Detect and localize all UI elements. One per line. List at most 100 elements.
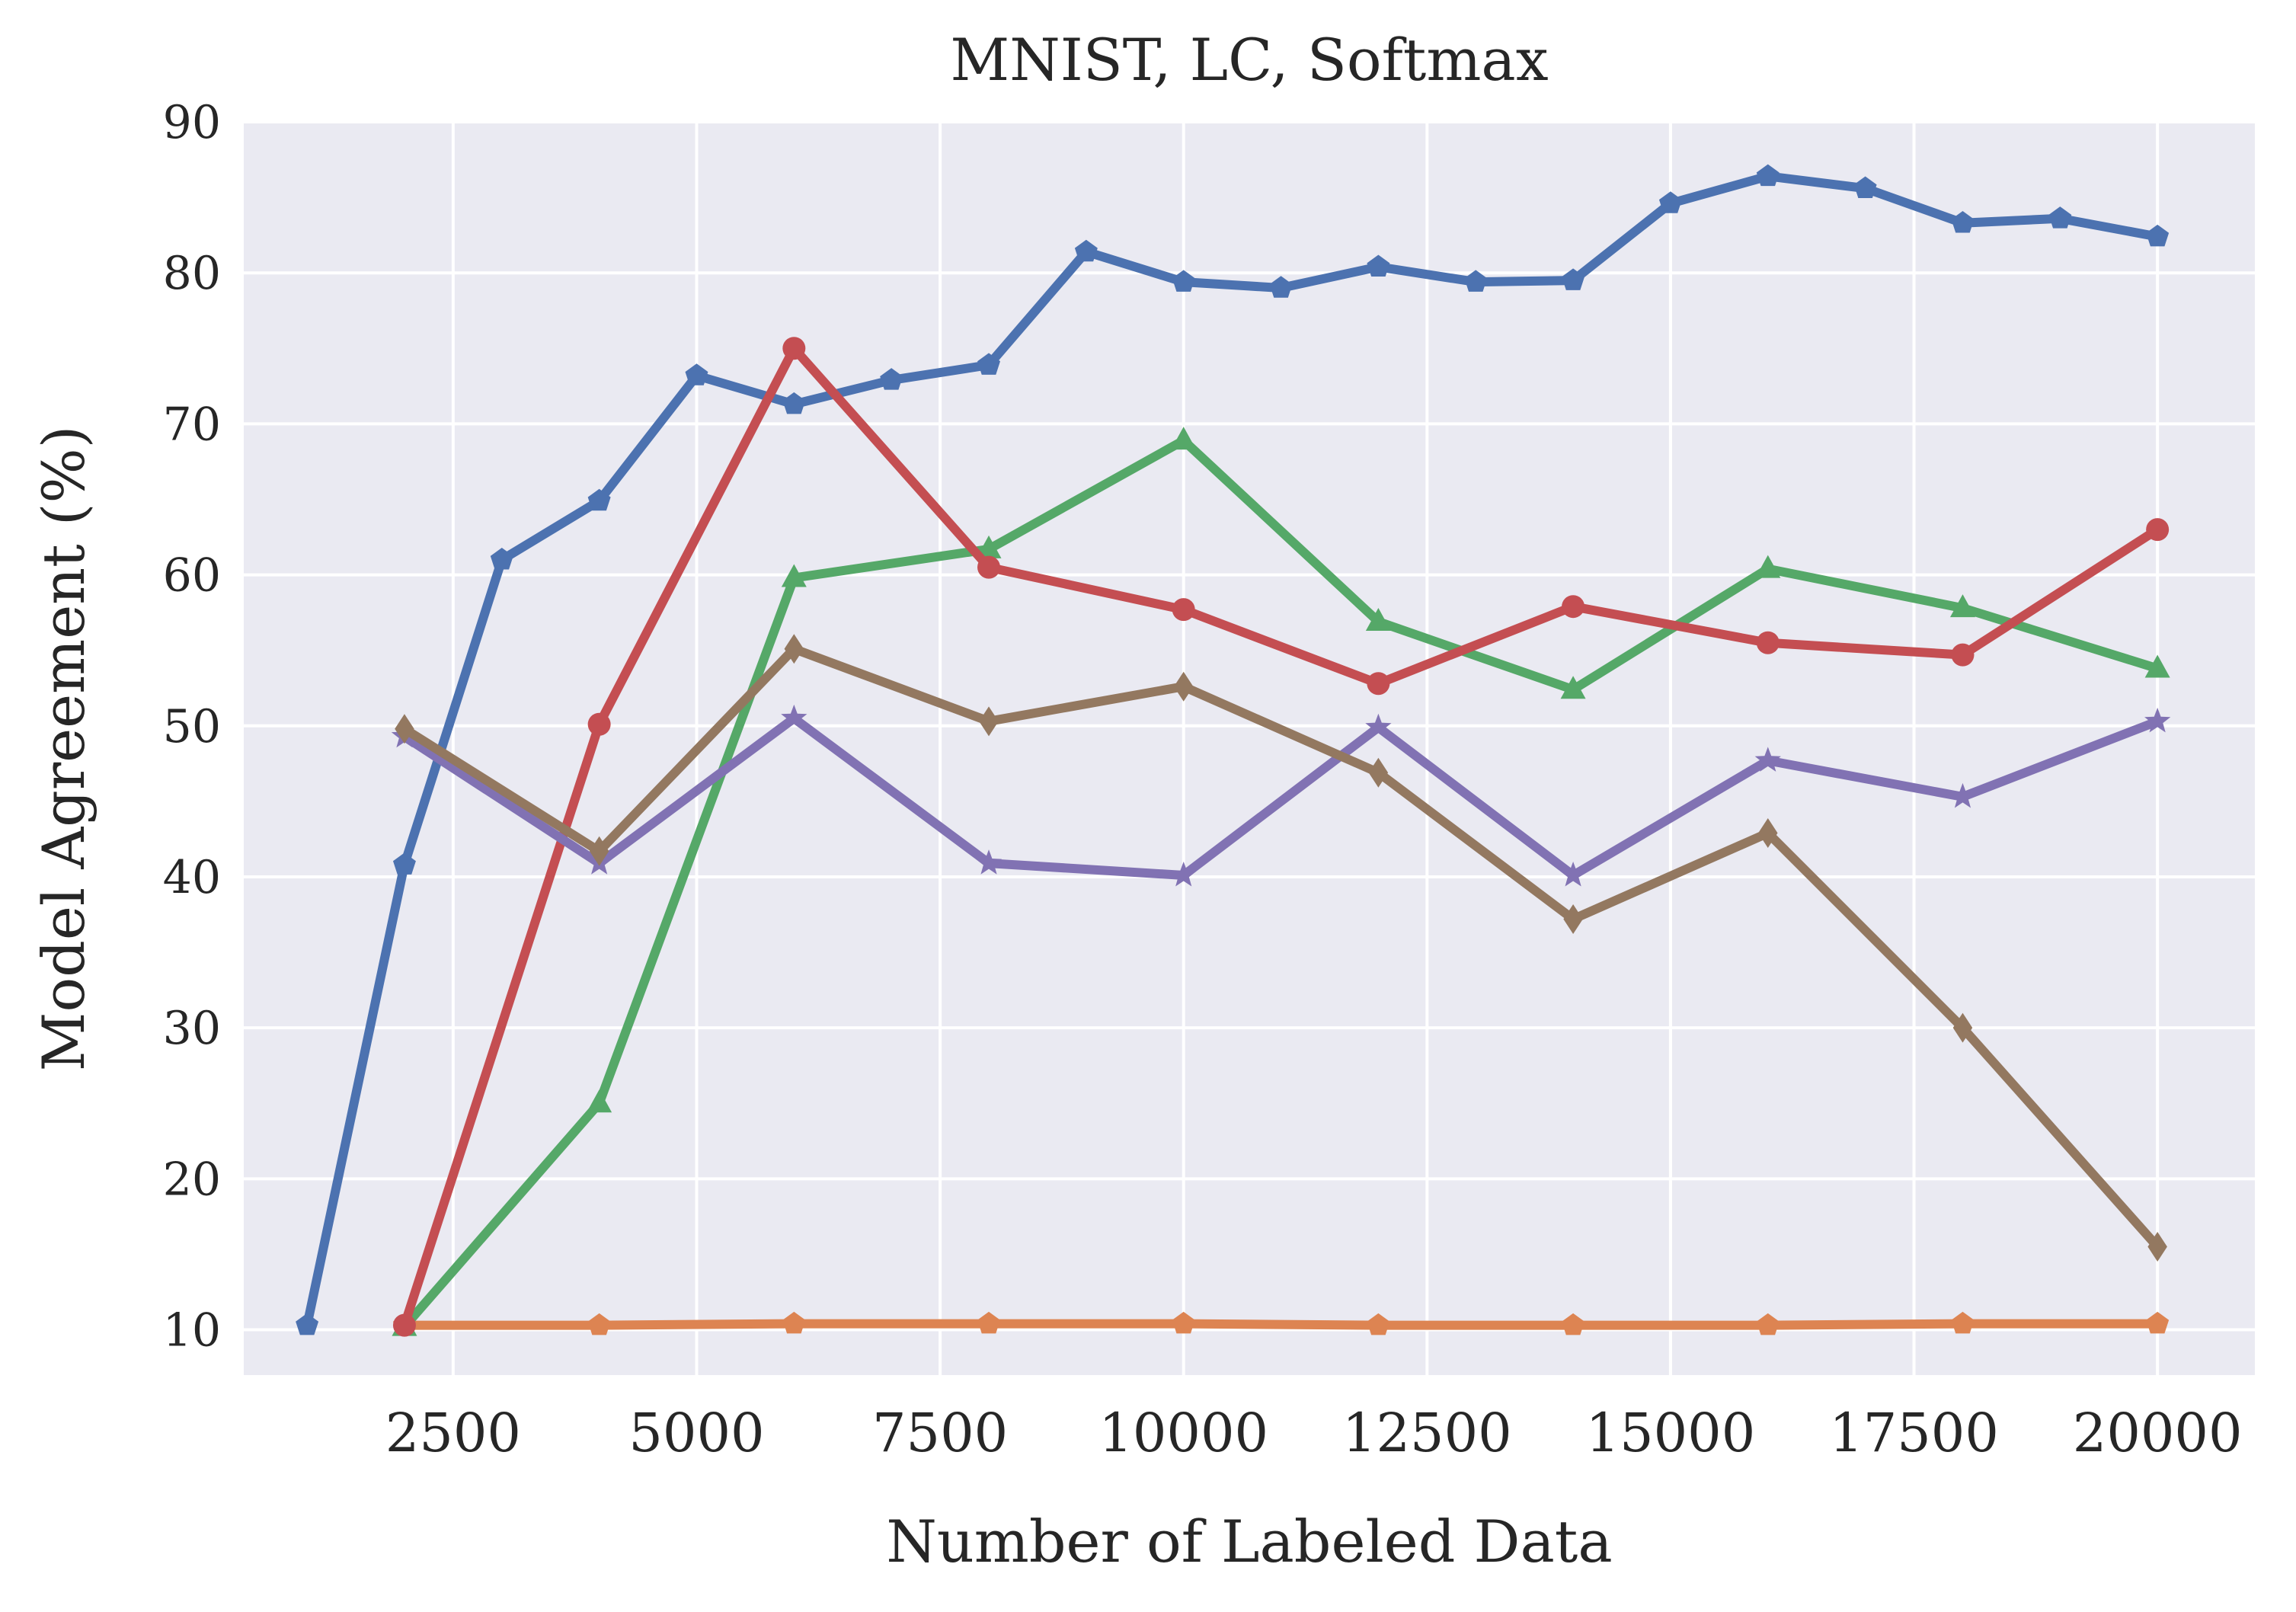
data-point <box>395 714 414 744</box>
data-point <box>1853 176 1877 198</box>
data-point <box>1365 608 1391 632</box>
data-point <box>2147 1232 2167 1262</box>
y-tick-label: 10 <box>163 1304 221 1358</box>
data-point <box>1756 164 1780 187</box>
x-tick-label: 17500 <box>1829 1402 1999 1464</box>
y-tick-label: 90 <box>163 96 221 149</box>
data-point <box>979 706 999 737</box>
y-axis-label: Model Agreement (%) <box>30 426 98 1072</box>
data-point <box>977 555 1001 579</box>
data-point <box>392 1313 416 1337</box>
data-point <box>587 712 611 736</box>
data-point <box>782 392 806 414</box>
x-tick-label: 7500 <box>872 1402 1008 1464</box>
data-point <box>1367 1313 1390 1335</box>
x-tick-labels: 2500 5000 7500 10000 12500 15000 17500 20000 <box>385 1402 2243 1464</box>
data-point <box>1171 427 1197 450</box>
series-2 <box>392 1311 2170 1335</box>
x-tick-label: 12500 <box>1342 1402 1512 1464</box>
data-point <box>782 337 806 360</box>
y-tick-label: 40 <box>163 851 221 904</box>
series-line <box>399 344 2163 1330</box>
data-point <box>1658 191 1682 213</box>
data-point <box>2146 1311 2170 1334</box>
data-point <box>1074 239 1098 262</box>
chart-title: MNIST, LC, Softmax <box>950 26 1548 94</box>
series-line <box>399 1319 2163 1330</box>
y-tick-label: 60 <box>163 549 221 603</box>
x-tick-label: 5000 <box>628 1402 764 1464</box>
series-line <box>399 713 2163 880</box>
data-point <box>1754 747 1781 772</box>
data-point <box>977 1311 1000 1334</box>
y-tick-label: 20 <box>163 1153 221 1206</box>
data-point <box>1464 270 1488 292</box>
data-point <box>1172 598 1195 622</box>
data-point <box>1951 211 1975 233</box>
data-point <box>1949 782 1976 808</box>
series-line <box>399 644 2163 1252</box>
data-point <box>1562 1313 1585 1335</box>
y-tick-label: 70 <box>163 398 221 451</box>
data-point <box>587 1089 612 1113</box>
data-point <box>1560 676 1586 699</box>
data-point <box>1756 631 1780 654</box>
data-point <box>587 488 611 511</box>
series-layer <box>296 164 2171 1337</box>
data-point <box>1172 1311 1195 1334</box>
y-tick-label: 50 <box>163 700 221 753</box>
data-point <box>587 1313 611 1335</box>
data-point <box>1562 268 1585 290</box>
data-point <box>1559 861 1587 887</box>
data-point <box>1952 1012 1973 1043</box>
series-4 <box>392 337 2170 1337</box>
data-point <box>1367 672 1390 696</box>
data-point <box>1951 643 1975 667</box>
data-point <box>2146 224 2170 247</box>
x-tick-label: 2500 <box>385 1402 521 1464</box>
data-point <box>685 363 708 385</box>
data-point <box>781 704 807 730</box>
data-point <box>392 852 416 875</box>
data-point <box>1173 671 1194 702</box>
x-axis-label: Number of Labeled Data <box>886 1508 1612 1575</box>
data-point <box>1563 904 1583 934</box>
y-tick-label: 30 <box>163 1002 221 1055</box>
data-point <box>1758 817 1778 848</box>
data-point <box>782 1311 806 1334</box>
data-point <box>781 564 807 587</box>
x-tick-label: 20000 <box>2073 1402 2243 1464</box>
data-point <box>1756 1313 1780 1335</box>
data-point <box>2144 654 2170 678</box>
data-point <box>880 368 903 390</box>
data-point <box>1269 276 1293 298</box>
data-point <box>1562 595 1585 619</box>
plot-background <box>244 122 2255 1375</box>
data-point <box>1368 757 1389 788</box>
data-point <box>1172 270 1195 292</box>
series-1 <box>296 164 2170 1335</box>
data-point <box>2146 518 2170 542</box>
data-point <box>2144 707 2171 733</box>
data-point <box>296 1313 319 1335</box>
data-point <box>1949 594 1975 618</box>
data-point <box>977 353 1000 375</box>
data-point <box>589 836 609 866</box>
data-point <box>1951 1311 1975 1334</box>
x-tick-label: 15000 <box>1586 1402 1756 1464</box>
series-line <box>399 436 2163 1332</box>
data-point <box>976 535 1002 558</box>
data-point <box>1367 254 1390 277</box>
data-point <box>1365 713 1392 739</box>
data-point <box>784 634 804 664</box>
data-point <box>1170 861 1197 887</box>
grid <box>244 120 2255 1375</box>
x-tick-label: 10000 <box>1098 1402 1268 1464</box>
data-point <box>975 849 1003 875</box>
data-point <box>490 548 513 570</box>
y-tick-labels: 10 20 30 40 50 60 70 80 90 <box>163 96 221 1358</box>
data-point <box>1755 555 1781 578</box>
data-point <box>2048 206 2072 229</box>
series-6 <box>395 634 2167 1262</box>
